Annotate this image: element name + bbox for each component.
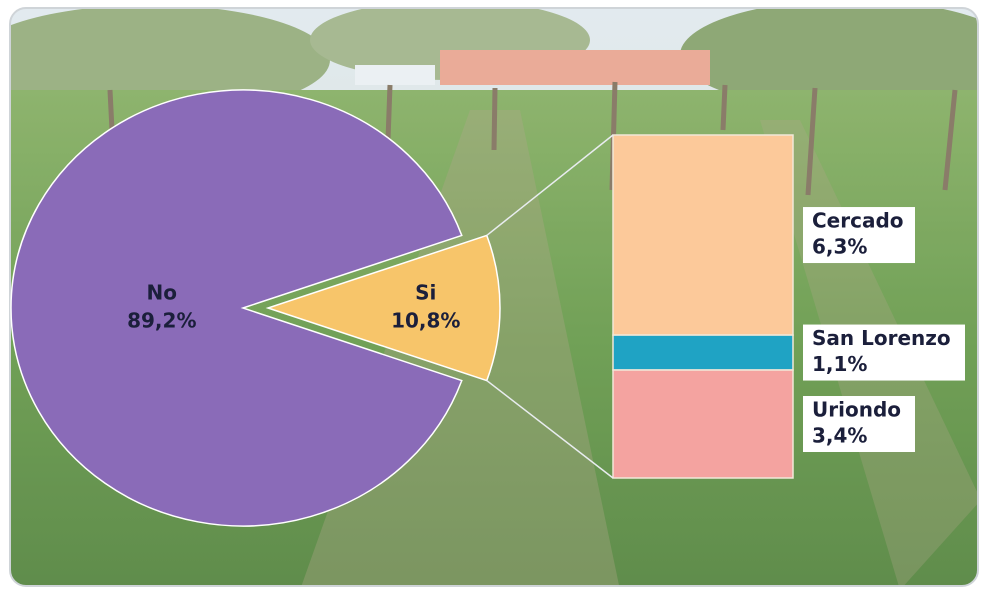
segment-value: 1,1% <box>812 352 867 376</box>
bar-segment <box>612 134 794 336</box>
label-box <box>803 396 915 453</box>
frame <box>9 7 979 587</box>
pie-slice <box>10 89 463 527</box>
label-box <box>803 324 965 381</box>
connector-line <box>486 134 614 237</box>
pie-slice <box>265 234 501 382</box>
segment-label: Uriondo <box>812 398 901 422</box>
segment-value: 3,4% <box>812 424 867 448</box>
slice-label: Si <box>415 281 436 305</box>
slice-label: No <box>147 281 177 305</box>
label-box <box>803 207 915 264</box>
connector-line <box>486 379 614 479</box>
bar-segment <box>612 369 794 479</box>
slice-value: 89,2% <box>127 309 196 333</box>
slice-value: 10,8% <box>391 309 460 333</box>
segment-label: San Lorenzo <box>812 326 951 350</box>
bar-segment <box>612 334 794 371</box>
segment-label: Cercado <box>812 209 904 233</box>
segment-value: 6,3% <box>812 235 867 259</box>
